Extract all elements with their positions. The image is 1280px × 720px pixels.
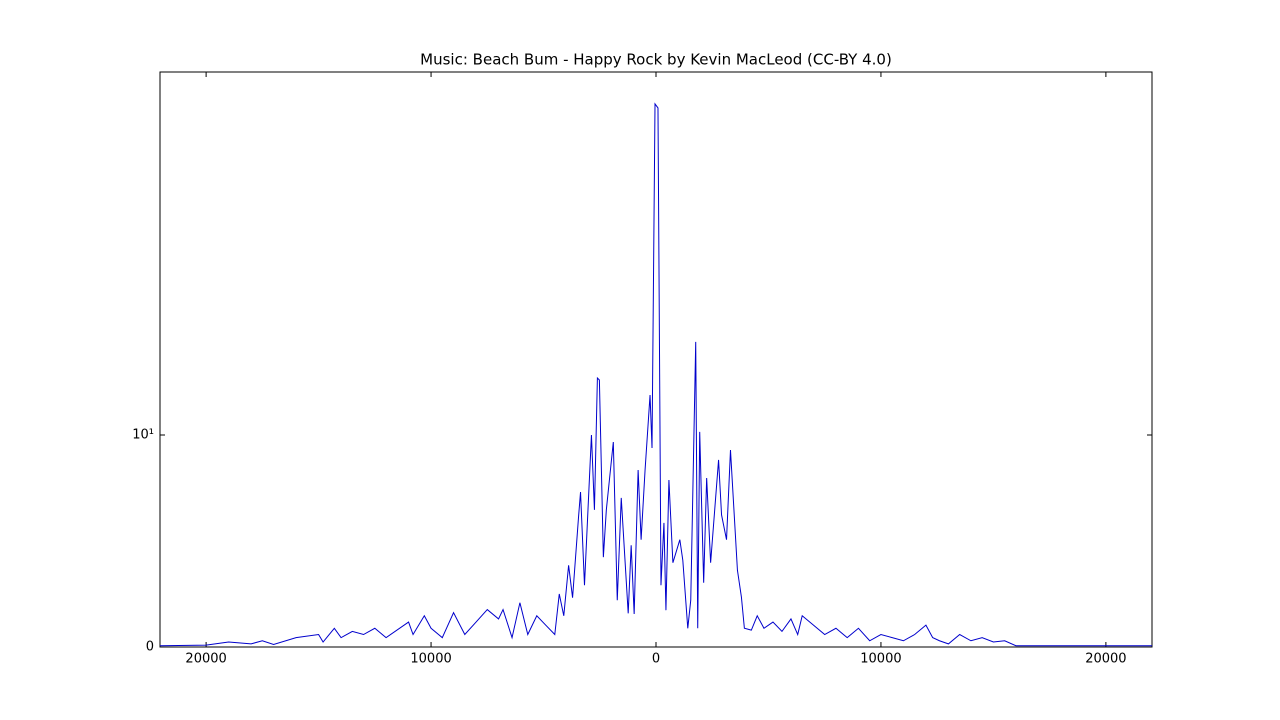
- x-tick-label: 10000: [860, 652, 901, 667]
- y-tick-label: 10¹: [132, 427, 154, 442]
- x-tick-label: 20000: [185, 652, 226, 667]
- chart-title: Music: Beach Bum - Happy Rock by Kevin M…: [420, 51, 892, 69]
- y-tick-label: 0: [146, 640, 154, 655]
- spectrum-line: [159, 102, 1152, 647]
- x-tick-label: 0: [652, 652, 660, 667]
- x-tick-label: 10000: [410, 652, 451, 667]
- x-tick-label: 20000: [1085, 652, 1126, 667]
